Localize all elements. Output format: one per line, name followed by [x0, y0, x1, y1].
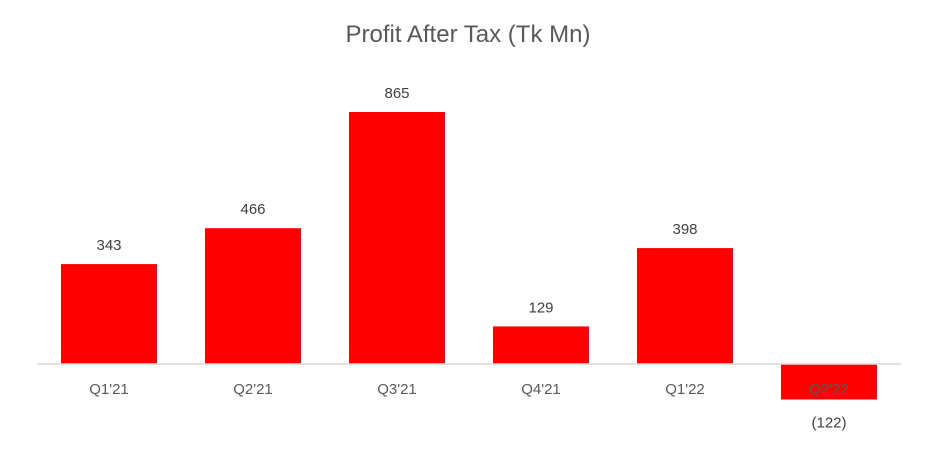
bar-q2-21 — [205, 228, 301, 364]
x-tick-label: Q2'22 — [809, 381, 849, 398]
data-label: 865 — [384, 85, 409, 102]
x-tick-labels: Q1'21 Q2'21 Q3'21 Q4'21 Q1'22 Q2'22 — [89, 381, 849, 398]
data-label: 398 — [672, 221, 697, 238]
bar-q4-21 — [493, 326, 589, 364]
data-label: 129 — [528, 299, 553, 316]
chart-title: Profit After Tax (Tk Mn) — [346, 21, 591, 48]
x-tick-label: Q3'21 — [377, 381, 417, 398]
bar-q1-21 — [61, 264, 157, 364]
bar-q1-22 — [637, 248, 733, 364]
data-labels: 343 466 865 129 398 (122) — [96, 85, 846, 432]
data-label: 343 — [96, 237, 121, 254]
data-label: 466 — [240, 201, 265, 218]
x-tick-label: Q4'21 — [521, 381, 561, 398]
x-tick-label: Q1'22 — [665, 381, 705, 398]
bar-q2-22 — [781, 364, 877, 400]
bars-layer — [61, 112, 877, 400]
data-label: (122) — [811, 415, 846, 432]
bar-q3-21 — [349, 112, 445, 364]
x-tick-label: Q2'21 — [233, 381, 273, 398]
x-tick-label: Q1'21 — [89, 381, 129, 398]
